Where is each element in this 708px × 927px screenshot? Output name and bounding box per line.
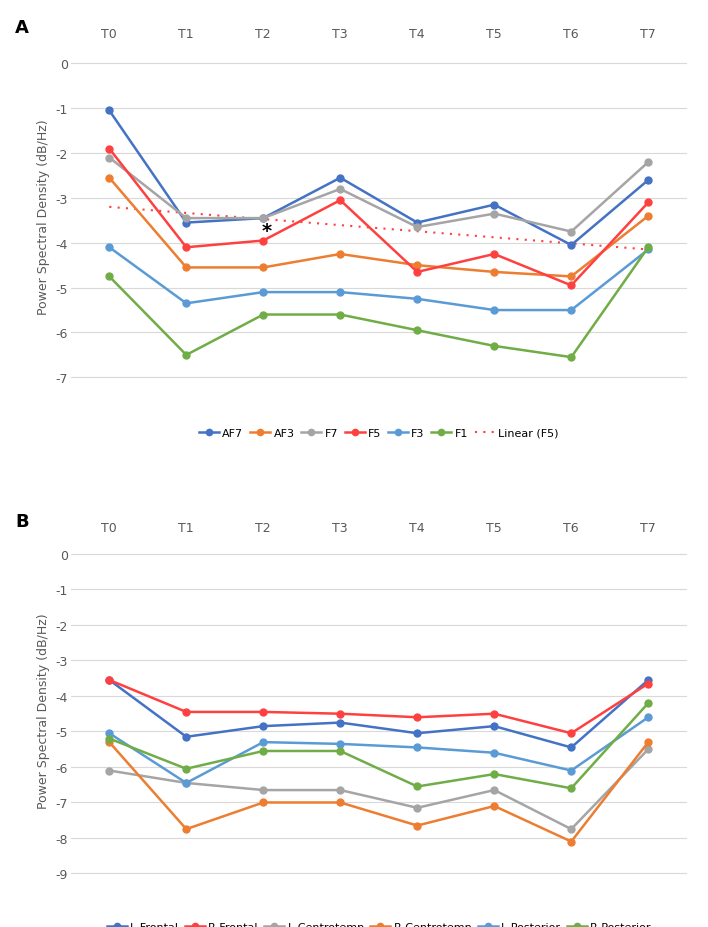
Text: *: * [262, 222, 272, 240]
Y-axis label: Power Spectral Density (dB/Hz): Power Spectral Density (dB/Hz) [37, 613, 50, 808]
Legend: AF7, AF3, F7, F5, F3, F1, Linear (F5): AF7, AF3, F7, F5, F3, F1, Linear (F5) [195, 424, 563, 442]
Text: A: A [16, 19, 29, 37]
Y-axis label: Power Spectral Density (dB/Hz): Power Spectral Density (dB/Hz) [37, 119, 50, 314]
Legend: L Frontal, R Frontal, L Centrotemp, R Centrotemp, L Posterior, R Posterior: L Frontal, R Frontal, L Centrotemp, R Ce… [102, 918, 656, 927]
Text: B: B [16, 513, 29, 531]
